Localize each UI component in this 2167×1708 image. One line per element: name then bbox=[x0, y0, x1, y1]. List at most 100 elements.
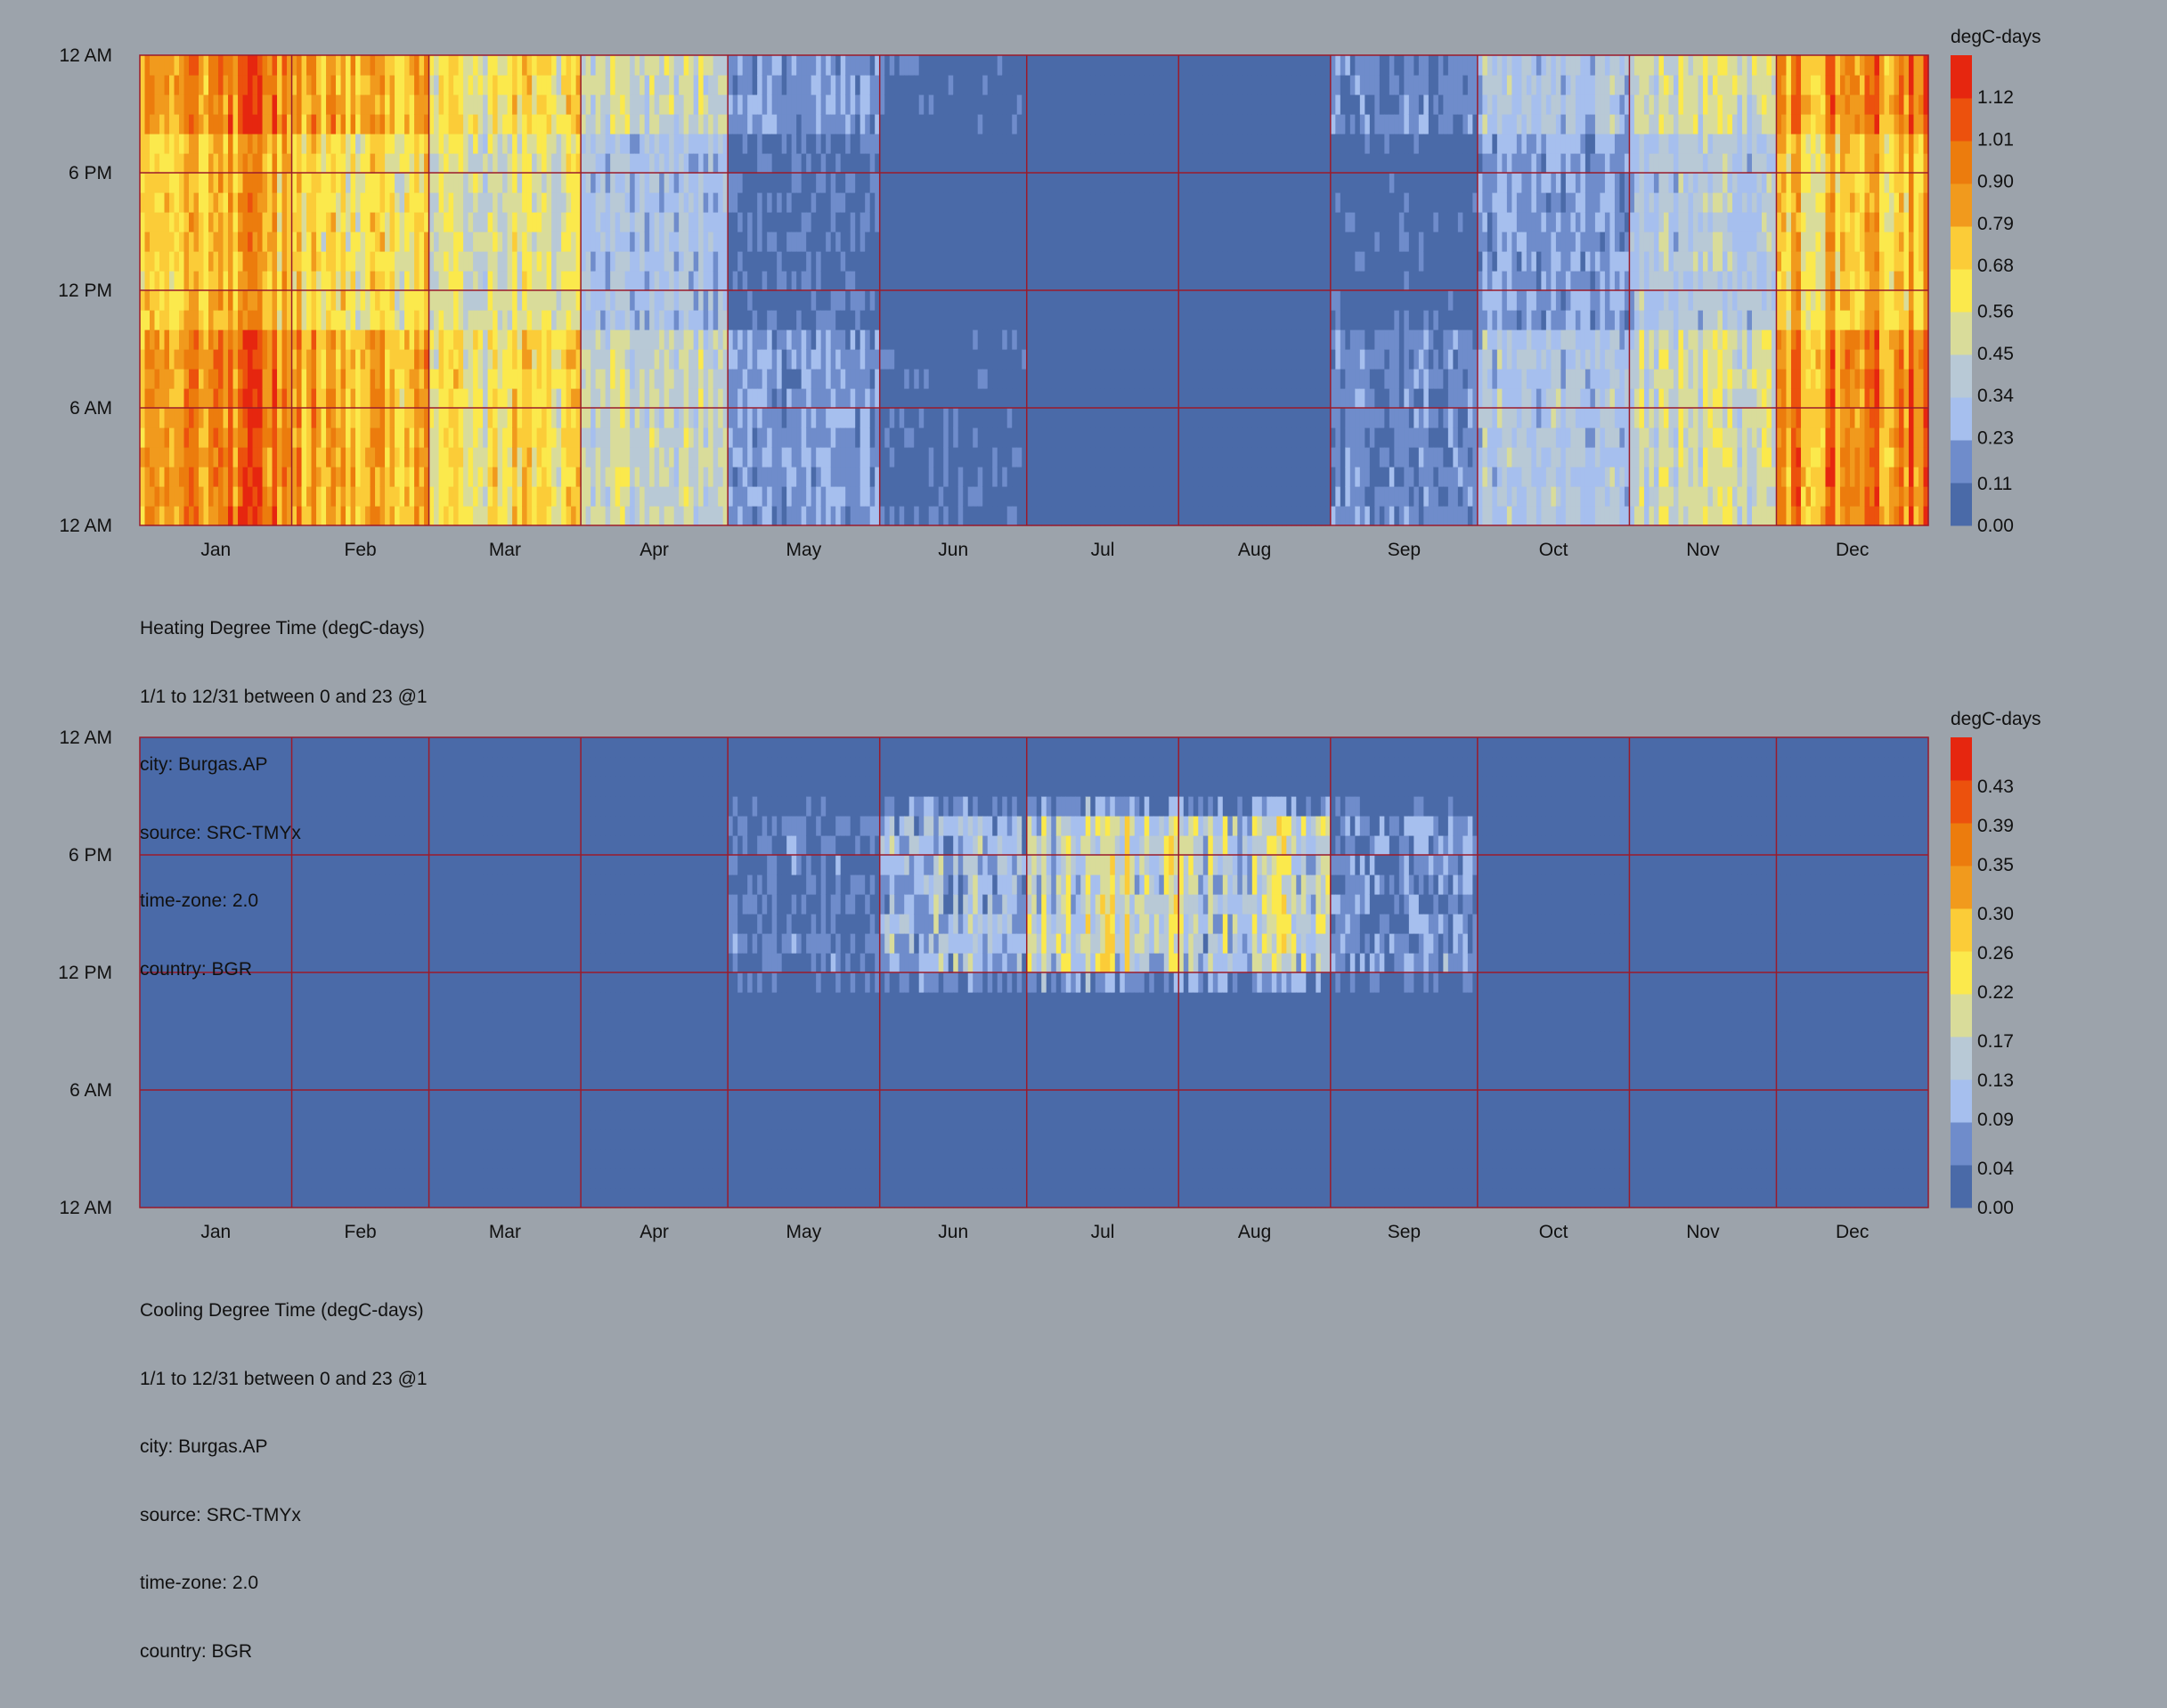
heatmap-cell bbox=[526, 388, 533, 409]
heatmap-cell bbox=[517, 271, 523, 291]
heatmap-cell bbox=[306, 55, 313, 76]
heatmap-cell bbox=[1055, 467, 1062, 487]
heatmap-cell bbox=[379, 134, 386, 154]
heatmap-cell bbox=[213, 349, 219, 370]
heatmap-cell bbox=[688, 271, 695, 291]
heatmap-cell bbox=[140, 251, 146, 272]
heatmap-cell bbox=[605, 271, 611, 291]
heatmap-cell bbox=[1006, 232, 1013, 252]
heatmap-cell bbox=[1129, 173, 1136, 193]
heatmap-cell bbox=[477, 310, 484, 330]
heatmap-cell bbox=[493, 329, 499, 350]
heatmap-cell bbox=[649, 134, 656, 154]
heatmap-cell bbox=[228, 134, 234, 154]
heatmap-cell bbox=[556, 369, 562, 389]
heatmap-cell bbox=[404, 329, 411, 350]
heatmap-cell bbox=[791, 232, 797, 252]
heatmap-cell bbox=[218, 212, 224, 232]
heatmap-cell bbox=[297, 506, 303, 526]
heatmap-cell bbox=[375, 486, 381, 507]
heatmap-cell bbox=[262, 506, 268, 526]
heatmap-cell bbox=[463, 290, 469, 311]
heatmap-cell bbox=[218, 290, 224, 311]
heatmap-cell bbox=[1134, 55, 1140, 76]
heatmap-cell bbox=[679, 134, 685, 154]
heatmap-cell bbox=[850, 232, 856, 252]
heatmap-cell bbox=[777, 447, 783, 468]
heatmap-cell bbox=[561, 271, 567, 291]
heatmap-cell bbox=[1095, 232, 1101, 252]
heatmap-cell bbox=[183, 271, 190, 291]
heatmap-cell bbox=[512, 408, 518, 428]
heatmap-cell bbox=[223, 75, 229, 95]
heatmap-cell bbox=[855, 114, 861, 134]
heatmap-cell bbox=[732, 427, 738, 448]
heatmap-cell bbox=[571, 192, 577, 213]
heatmap-cell bbox=[777, 55, 783, 76]
heatmap-cell bbox=[189, 271, 195, 291]
heatmap-cell bbox=[183, 486, 190, 507]
heatmap-cell bbox=[218, 329, 224, 350]
heatmap-cell bbox=[806, 388, 812, 409]
heatmap-cell bbox=[659, 290, 665, 311]
heatmap-cell bbox=[605, 192, 611, 213]
heatmap-cell bbox=[899, 369, 905, 389]
heatmap-cell bbox=[1016, 251, 1022, 272]
heatmap-cell bbox=[389, 349, 395, 370]
heatmap-cell bbox=[262, 212, 268, 232]
heatmap-cell bbox=[899, 329, 905, 350]
heatmap-cell bbox=[806, 173, 812, 193]
heatmap-cell bbox=[1134, 506, 1140, 526]
heatmap-cell bbox=[551, 153, 558, 174]
heatmap-cell bbox=[600, 55, 607, 76]
heatmap-cell bbox=[963, 271, 969, 291]
heatmap-cell bbox=[238, 212, 244, 232]
heatmap-cell bbox=[1080, 192, 1087, 213]
heatmap-cell bbox=[399, 212, 405, 232]
heatmap-cell bbox=[468, 192, 474, 213]
heatmap-cell bbox=[1129, 310, 1136, 330]
heatmap-cell bbox=[899, 153, 905, 174]
heatmap-cell bbox=[301, 290, 307, 311]
heatmap-cell bbox=[816, 369, 822, 389]
heatmap-cell bbox=[566, 408, 572, 428]
heatmap-cell bbox=[306, 271, 313, 291]
heatmap-cell bbox=[409, 153, 415, 174]
heatmap-cell bbox=[713, 55, 719, 76]
heatmap-cell bbox=[272, 329, 278, 350]
heatmap-cell bbox=[159, 94, 166, 115]
heatmap-cell bbox=[1071, 232, 1077, 252]
heatmap-cell bbox=[1090, 329, 1096, 350]
heatmap-cell bbox=[272, 55, 278, 76]
heatmap-cell bbox=[801, 212, 807, 232]
heatmap-cell bbox=[1110, 427, 1116, 448]
heatmap-cell bbox=[1036, 134, 1042, 154]
heatmap-cell bbox=[585, 153, 591, 174]
heatmap-cell bbox=[708, 290, 714, 311]
heatmap-cell bbox=[507, 251, 513, 272]
heatmap-cell bbox=[786, 212, 793, 232]
heatmap-cell bbox=[703, 153, 709, 174]
heatmap-cell bbox=[1026, 349, 1032, 370]
heatmap-cell bbox=[884, 55, 891, 76]
heatmap-cell bbox=[894, 173, 900, 193]
heatmap-cell bbox=[630, 408, 636, 428]
heatmap-cell bbox=[287, 349, 293, 370]
heatmap-cell bbox=[228, 153, 234, 174]
heatmap-cell bbox=[277, 134, 283, 154]
heatmap-cell bbox=[174, 427, 180, 448]
heatmap-cell bbox=[232, 486, 239, 507]
heatmap-cell bbox=[272, 447, 278, 468]
heatmap-cell bbox=[189, 94, 195, 115]
heatmap-cell bbox=[781, 94, 787, 115]
heatmap-cell bbox=[542, 134, 548, 154]
heatmap-cell bbox=[336, 369, 342, 389]
heatmap-cell bbox=[566, 192, 572, 213]
heatmap-cell bbox=[644, 310, 650, 330]
heatmap-cell bbox=[595, 134, 601, 154]
heatmap-cell bbox=[918, 212, 925, 232]
heatmap-cell bbox=[830, 467, 836, 487]
heatmap-cell bbox=[908, 369, 915, 389]
heatmap-cell bbox=[899, 271, 905, 291]
heatmap-cell bbox=[992, 388, 998, 409]
